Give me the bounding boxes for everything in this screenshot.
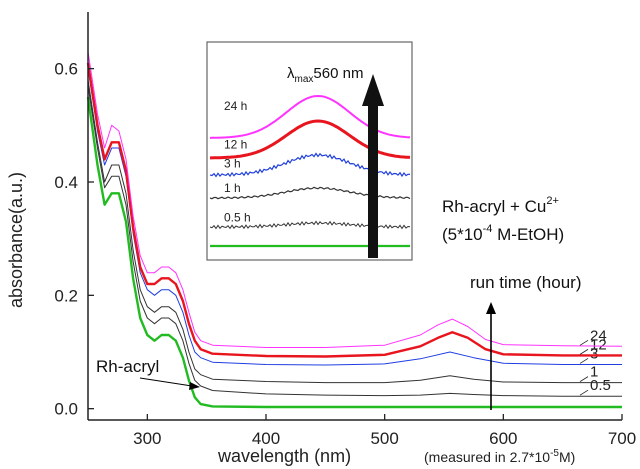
series-line-1 xyxy=(87,79,622,384)
inset-label-12-h: 12 h xyxy=(224,138,247,152)
solvent-label: (5*10-4 M-EtOH) xyxy=(442,223,564,244)
x-axis-title: wavelength (nm) xyxy=(217,446,351,466)
inset-panel: 24 h 12 h 3 h 1 h 0.5 h λmax560 nm xyxy=(206,41,413,261)
series-line-0-5 xyxy=(87,85,622,397)
rh-acryl-label: Rh-acryl xyxy=(96,357,159,376)
series-label-leader-24 xyxy=(579,339,589,346)
y-tick-label-3: 0.6 xyxy=(54,60,78,79)
x-tick-label-500: 500 xyxy=(370,429,398,448)
y-tick-label-0: 0.0 xyxy=(54,400,78,419)
series-line-12 xyxy=(86,62,622,358)
series-line-24 xyxy=(87,51,623,348)
compound-label: Rh-acryl + Cu2+ xyxy=(442,195,559,216)
inset-label-1-h: 1 h xyxy=(224,181,241,195)
series-label-0-5: 0.5 xyxy=(590,377,611,394)
series-label-24: 24 xyxy=(590,327,607,344)
rh-acryl-pointer xyxy=(139,377,193,387)
run-time-label: run time (hour) xyxy=(470,273,581,292)
series-label-leader-0-5 xyxy=(579,389,589,396)
series-line-3 xyxy=(87,68,622,366)
lambda-arrow-shaft xyxy=(368,102,378,258)
inset-label-3-h: 3 h xyxy=(224,157,241,171)
x-tick-label-600: 600 xyxy=(489,429,517,448)
series-label-leader-1 xyxy=(579,376,589,382)
measurement-note: (measured in 2.7*10-5M) xyxy=(424,448,575,465)
rh-acryl-pointer-head xyxy=(189,382,200,390)
inset-label-0-5-h: 0.5 h xyxy=(224,211,251,225)
y-tick-label-1: 0.2 xyxy=(54,286,78,305)
lambda-arrow-head xyxy=(362,74,384,106)
run-time-arrowhead xyxy=(486,302,496,314)
inset-label-24-h: 24 h xyxy=(224,99,247,113)
y-axis-title: absorbance(a.u.) xyxy=(6,172,26,308)
x-tick-label-300: 300 xyxy=(133,429,161,448)
series-label-3: 3 xyxy=(590,345,598,362)
series-label-leader-12 xyxy=(579,349,589,355)
series-label-leader-3 xyxy=(579,358,589,364)
series-label-12: 12 xyxy=(590,336,607,353)
x-tick-label-700: 700 xyxy=(608,429,636,448)
x-tick-label-400: 400 xyxy=(252,429,280,448)
series-line-rh-acryl xyxy=(86,96,622,409)
lambda-max-label: λmax560 nm xyxy=(287,65,363,85)
y-tick-label-2: 0.4 xyxy=(54,173,78,192)
tick-layer: 300 400 500 600 700 0.0 0.2 0.4 0.6 xyxy=(54,60,636,448)
series-label-1: 1 xyxy=(590,364,598,381)
